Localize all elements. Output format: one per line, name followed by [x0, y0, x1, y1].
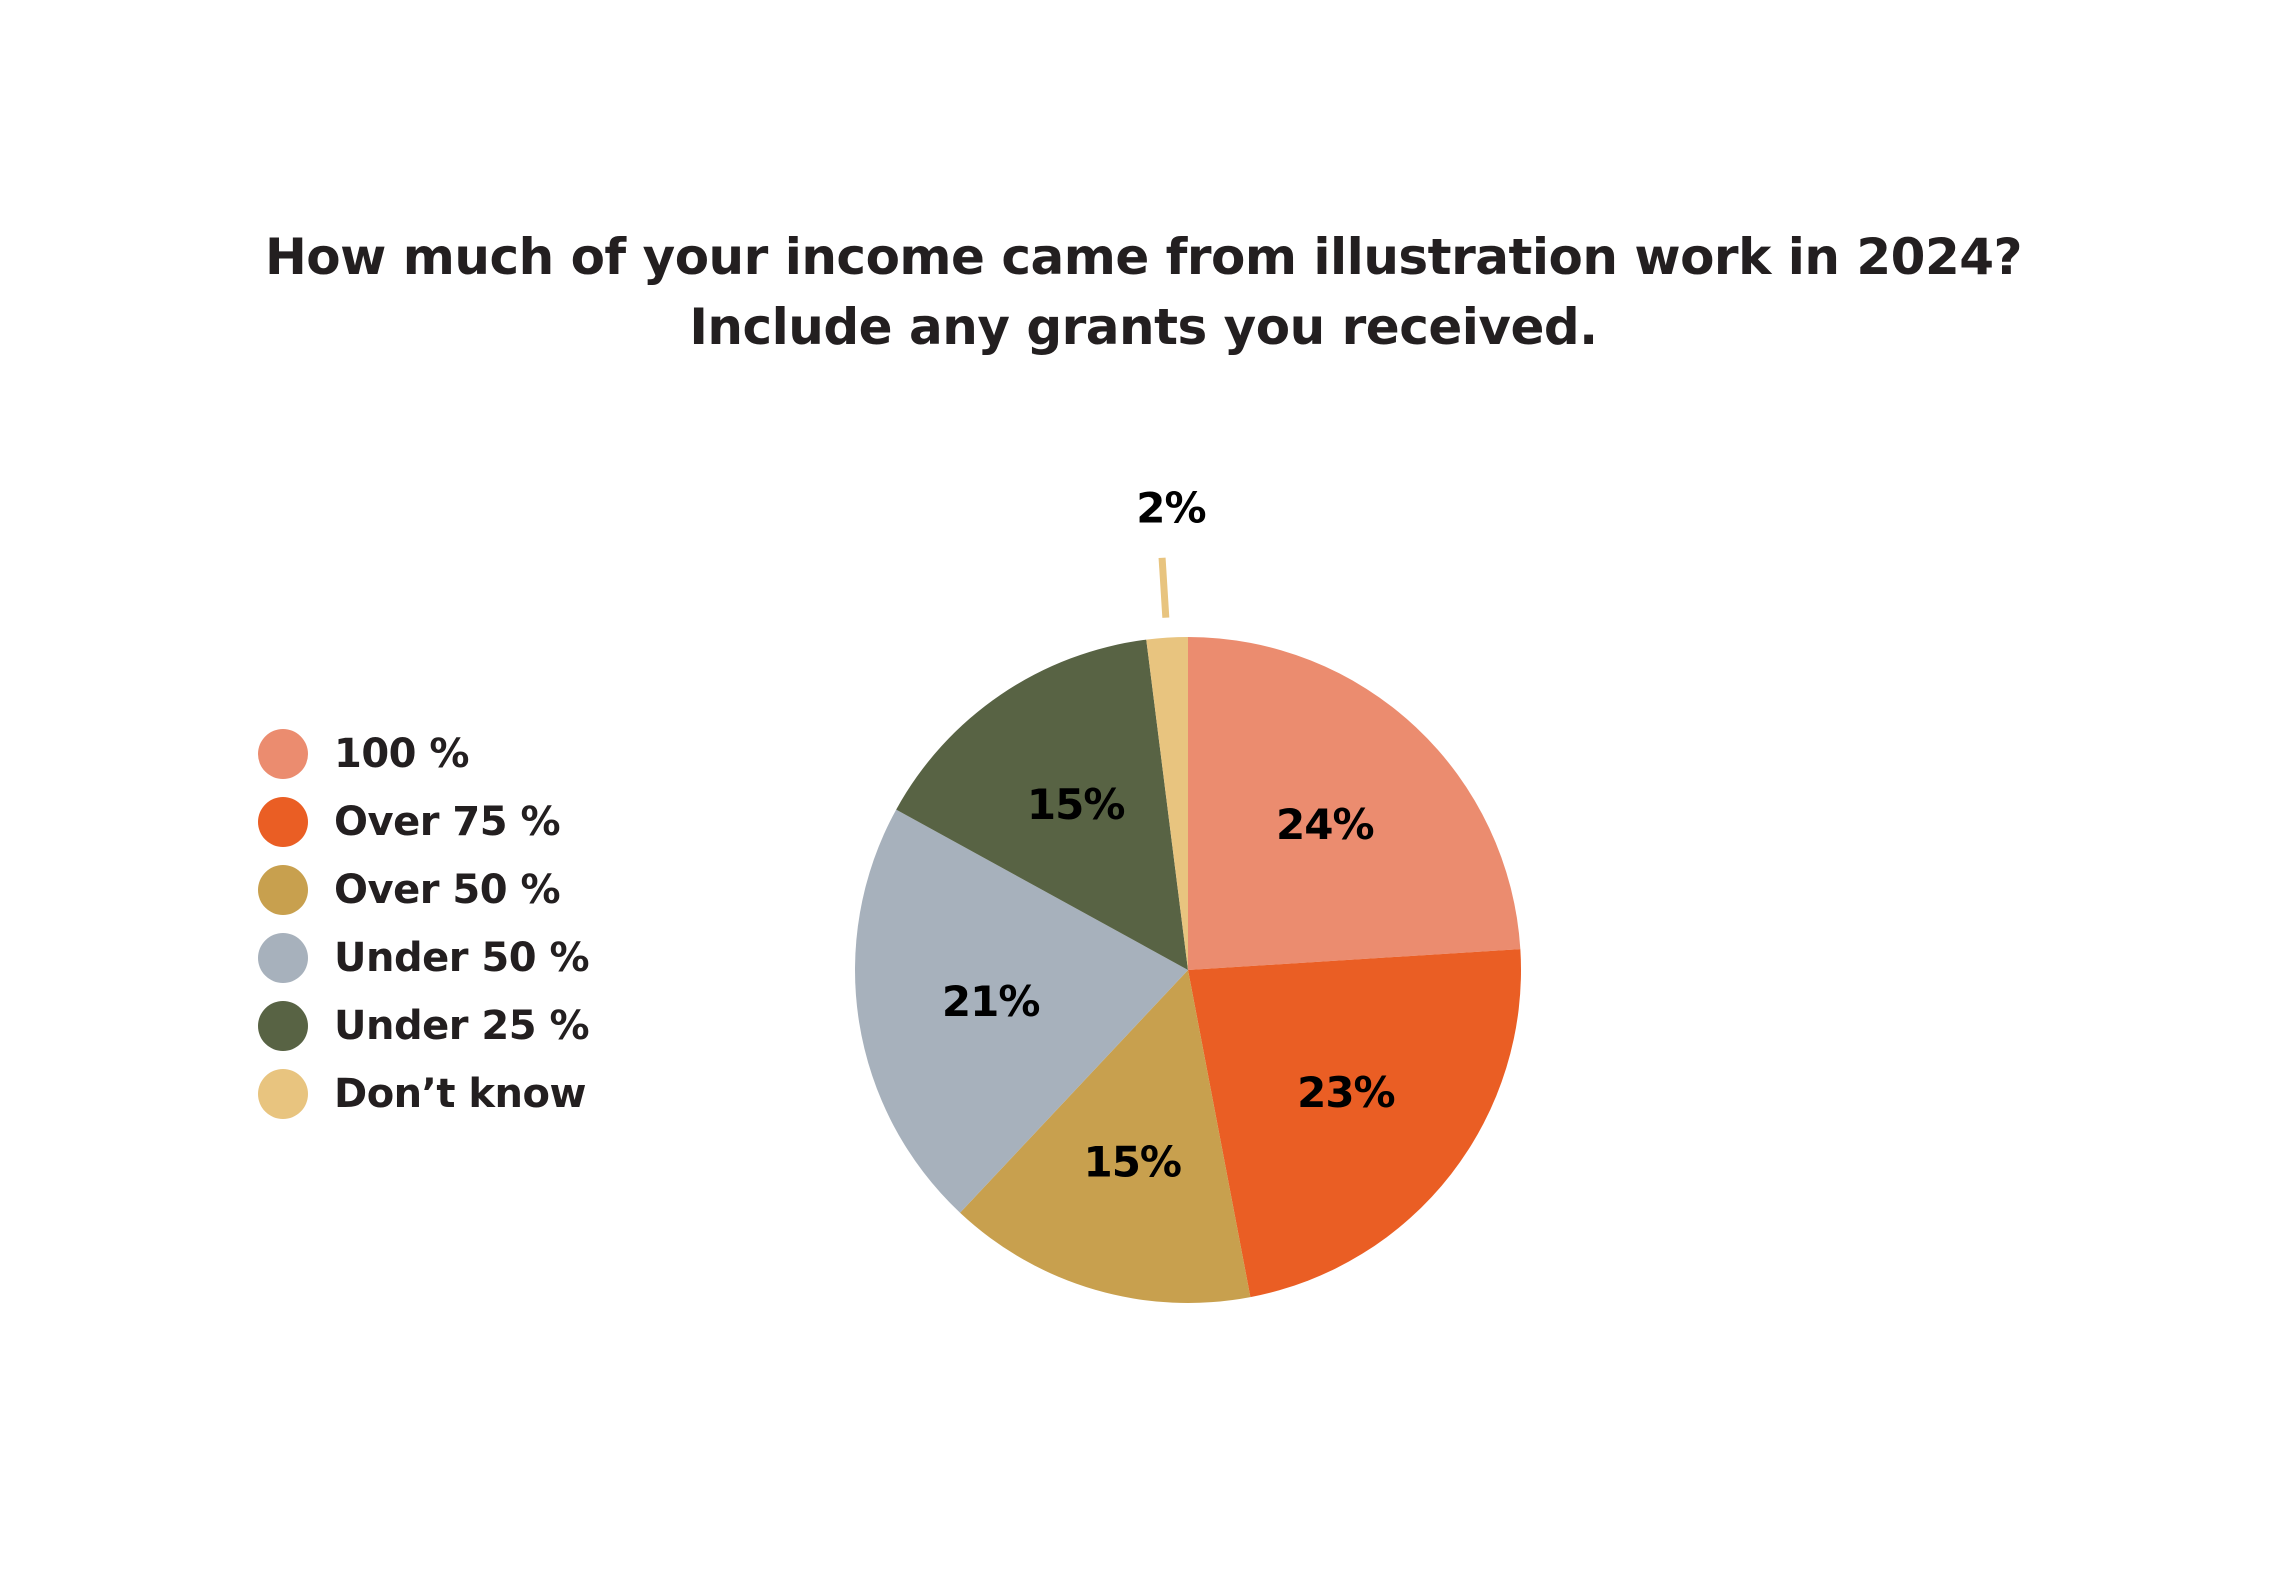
- pie-label-over-75: 23%: [1297, 1068, 1395, 1117]
- chart-title: How much of your income came from illust…: [0, 222, 2287, 362]
- pie-slice-over-75: [1188, 949, 1521, 1298]
- legend-swatch: [258, 933, 308, 983]
- legend-swatch: [258, 865, 308, 915]
- legend-item-over-50: Over 50 %: [258, 856, 589, 924]
- pie-label-100: 24%: [1276, 800, 1374, 849]
- pie-slice-under-50: [854, 809, 1188, 1213]
- legend: 100 % Over 75 % Over 50 % Under 50 % Und…: [258, 720, 590, 1128]
- pie-slice-over-50: [960, 970, 1251, 1304]
- pie-label-dont-know: 2%: [1136, 483, 1205, 532]
- legend-item-under-50: Under 50 %: [258, 924, 590, 992]
- legend-item-under-25: Under 25 %: [258, 992, 590, 1060]
- legend-item-dont-know: Don’t know: [258, 1060, 589, 1128]
- pie-slice-under-25: [896, 639, 1188, 970]
- legend-label: Under 50 %: [334, 935, 590, 981]
- legend-swatch: [258, 1001, 308, 1051]
- pie-slice-100: [1188, 637, 1521, 970]
- pie-label-under-50: 21%: [942, 977, 1040, 1026]
- chart-title-line-2: Include any grants you received.: [689, 298, 1598, 356]
- legend-label: Over 75 %: [334, 799, 561, 845]
- legend-swatch: [258, 797, 308, 847]
- pie-slice-dont-know: [1146, 637, 1188, 970]
- legend-label: 100 %: [334, 731, 470, 777]
- legend-label: Don’t know: [334, 1071, 586, 1117]
- leader-line-dont-know: [1158, 557, 1170, 618]
- pie-label-under-25: 15%: [1027, 780, 1125, 829]
- legend-swatch: [258, 729, 308, 779]
- legend-swatch: [258, 1069, 308, 1119]
- legend-item-100: 100 %: [258, 720, 589, 788]
- legend-label: Under 25 %: [334, 1003, 590, 1049]
- legend-item-over-75: Over 75 %: [258, 788, 589, 856]
- pie-label-over-50: 15%: [1083, 1137, 1181, 1186]
- legend-label: Over 50 %: [334, 867, 561, 913]
- chart-title-line-1: How much of your income came from illust…: [264, 228, 2023, 286]
